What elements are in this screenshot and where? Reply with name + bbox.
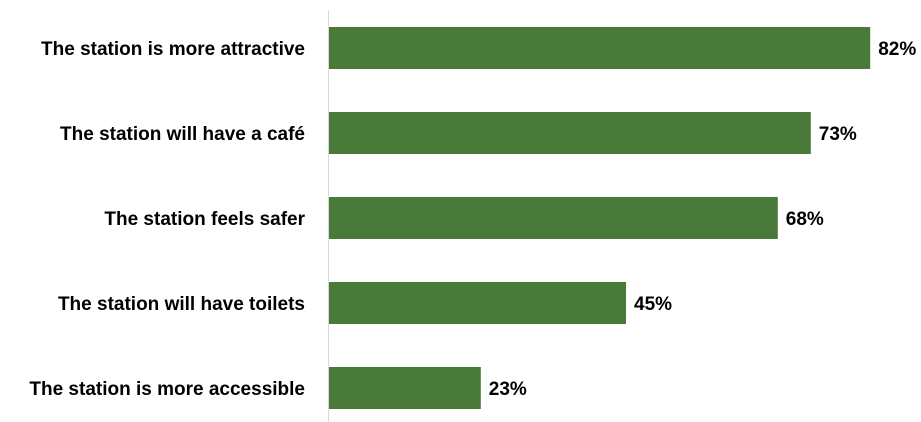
- bar-0: [329, 27, 871, 69]
- bar-4: [329, 367, 481, 409]
- value-labels-group: 82% 73% 68% 45% 23%: [489, 39, 917, 400]
- value-label-4: 23%: [489, 379, 527, 400]
- bar-3: [329, 282, 626, 324]
- category-label-1: The station will have a café: [60, 124, 305, 145]
- value-label-1: 73%: [819, 124, 857, 145]
- category-labels-group: The station is more attractive The statio…: [29, 39, 305, 400]
- bar-2: [329, 197, 778, 239]
- category-label-2: The station feels safer: [104, 209, 305, 230]
- value-label-3: 45%: [634, 294, 672, 315]
- bars-group: [329, 27, 871, 409]
- value-label-0: 82%: [878, 39, 916, 60]
- category-label-0: The station is more attractive: [41, 39, 305, 60]
- category-label-4: The station is more accessible: [29, 379, 305, 400]
- value-label-2: 68%: [786, 209, 824, 230]
- category-label-3: The station will have toilets: [58, 294, 305, 315]
- bar-1: [329, 112, 811, 154]
